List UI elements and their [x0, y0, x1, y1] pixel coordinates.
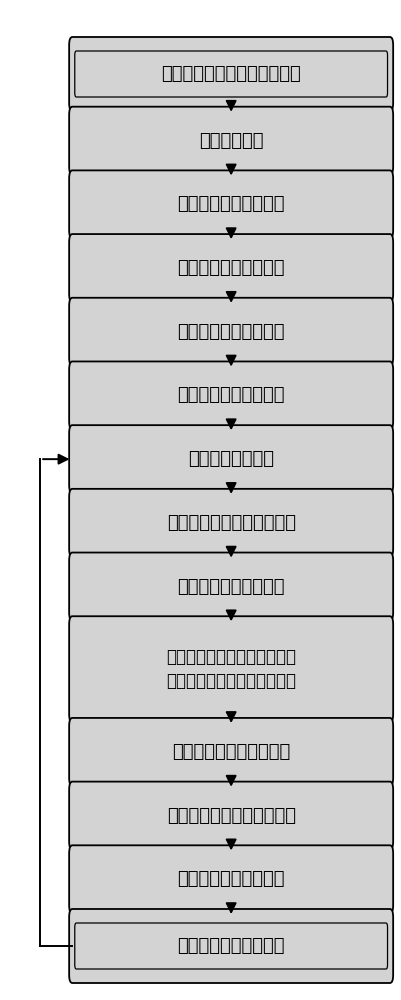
Text: 计算激光传感器的角度: 计算激光传感器的角度 — [177, 870, 284, 888]
FancyBboxPatch shape — [69, 170, 392, 238]
FancyBboxPatch shape — [69, 489, 392, 557]
Text: 与期望的反光板列表匹配: 与期望的反光板列表匹配 — [172, 743, 290, 761]
FancyBboxPatch shape — [69, 782, 392, 850]
FancyBboxPatch shape — [69, 425, 392, 493]
FancyBboxPatch shape — [69, 616, 392, 722]
FancyBboxPatch shape — [69, 37, 392, 111]
FancyBboxPatch shape — [69, 718, 392, 786]
FancyBboxPatch shape — [69, 361, 392, 429]
Text: 根据估算的位姿和理论反光板
列表，计算期望的反光板列表: 根据估算的位姿和理论反光板 列表，计算期望的反光板列表 — [166, 648, 296, 690]
Text: 激光传感器坐标估计与滤波: 激光传感器坐标估计与滤波 — [166, 807, 295, 825]
Text: 接收激光雷达数据: 接收激光雷达数据 — [188, 450, 273, 468]
FancyBboxPatch shape — [69, 107, 392, 175]
FancyBboxPatch shape — [69, 845, 392, 913]
Text: 估算激光传感器当前的位姿: 估算激光传感器当前的位姿 — [166, 514, 295, 532]
Text: 计算激光传感器的角度: 计算激光传感器的角度 — [177, 386, 284, 404]
Text: 与反光板列表静态匹配: 与反光板列表静态匹配 — [177, 259, 284, 277]
Text: 利用光强提取有效数据: 利用光强提取有效数据 — [177, 195, 284, 213]
FancyBboxPatch shape — [69, 298, 392, 366]
Text: 利用光强提取有效数据: 利用光强提取有效数据 — [177, 578, 284, 596]
Text: 计算激光传感器的坐标: 计算激光传感器的坐标 — [177, 323, 284, 341]
FancyBboxPatch shape — [69, 234, 392, 302]
Text: 输入环境中反光板的世界坐标: 输入环境中反光板的世界坐标 — [161, 65, 300, 83]
FancyBboxPatch shape — [69, 553, 392, 621]
Text: 接收激光数据: 接收激光数据 — [198, 132, 263, 150]
FancyBboxPatch shape — [69, 909, 392, 983]
Text: 输出激光传感器的位姿: 输出激光传感器的位姿 — [177, 937, 284, 955]
